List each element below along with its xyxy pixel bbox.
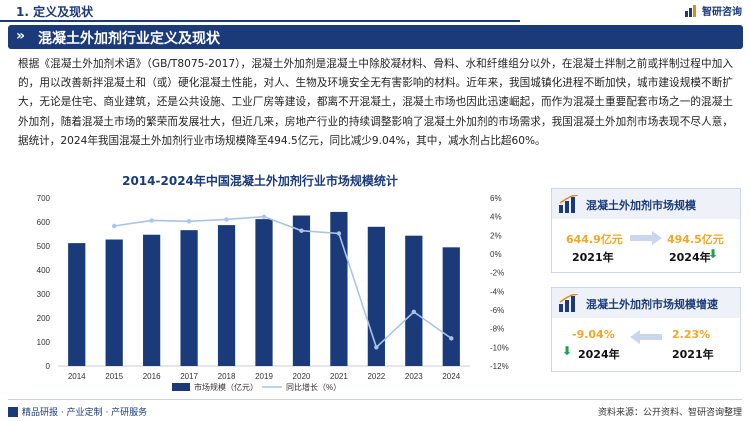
bar-2014: [68, 243, 86, 366]
legend-bar-label: 市场规模（亿元）: [194, 382, 258, 392]
y-tick-label: 600: [37, 218, 51, 227]
footer-tagline: 精品研报 · 产业定制 · 产研服务: [8, 405, 147, 418]
card-title: 混凝土外加剂市场规模: [586, 199, 696, 212]
x-tick-label: 2023: [405, 372, 423, 381]
growth-point-2024: [449, 336, 454, 341]
x-tick-label: 2015: [105, 372, 123, 381]
x-tick-label: 2024: [442, 372, 460, 381]
x-tick-label: 2016: [143, 372, 161, 381]
x-tick-label: 2018: [218, 372, 236, 381]
bar-2017: [180, 230, 198, 366]
brand-logo: 智研咨询: [685, 3, 742, 18]
legend-bar-swatch: [172, 383, 190, 391]
growth-rate-card: 混凝土外加剂市场规模增速 -9.04% ⬇ 2024年 2.23% 2021年: [551, 287, 741, 372]
growth-point-2020: [299, 228, 304, 233]
footer: 精品研报 · 产业定制 · 产研服务 资料来源：公开资料、智研咨询整理: [0, 399, 750, 421]
down-arrow-icon: ⬇: [708, 247, 719, 261]
left-arrow-icon: [630, 330, 662, 344]
section-title: 1. 定义及现状: [16, 5, 94, 19]
bar-2021: [330, 211, 348, 366]
down-arrow-icon: ⬇: [562, 344, 573, 358]
x-tick-label: 2017: [180, 372, 198, 381]
x-tick-label: 2021: [330, 372, 348, 381]
bar-2015: [105, 239, 123, 366]
x-tick-label: 2020: [293, 372, 311, 381]
top-bar: 1. 定义及现状 智研咨询: [0, 0, 750, 20]
growth-line: [114, 215, 452, 349]
y2-tick-label: 2%: [490, 231, 502, 240]
end-value: 2.23%: [672, 328, 711, 341]
start-year: 2021年: [572, 251, 614, 264]
growth-point-2016: [149, 218, 154, 223]
y-tick-label: 400: [37, 266, 51, 275]
y-tick-label: 700: [37, 194, 51, 203]
source-note: 资料来源：公开资料、智研咨询整理: [597, 408, 742, 418]
growth-point-2018: [224, 217, 229, 222]
x-tick-label: 2022: [367, 372, 385, 381]
right-arrow-icon: [630, 231, 662, 245]
end-year: 2024年: [669, 251, 711, 264]
y-tick-label: 500: [37, 242, 51, 251]
bar-2019: [255, 219, 273, 366]
bar-2022: [367, 226, 385, 366]
bar-2023: [405, 235, 423, 366]
y2-tick-label: 4%: [490, 213, 502, 222]
end-year: 2021年: [672, 348, 714, 361]
card-header: 混凝土外加剂市场规模: [552, 189, 740, 219]
section-banner: » 混凝土外加剂行业定义及现状: [8, 25, 743, 49]
y-tick-label: 200: [37, 314, 51, 323]
logo-text: 智研咨询: [702, 7, 742, 18]
square-icon: [8, 406, 18, 417]
body-paragraph: 根据《混凝土外加剂术语》（GB/T8075-2017），混凝土外加剂是混凝土中除…: [18, 58, 733, 147]
banner-title: 混凝土外加剂行业定义及现状: [38, 31, 220, 47]
x-tick-label: 2014: [68, 372, 86, 381]
top-divider: [0, 20, 520, 22]
card-title: 混凝土外加剂市场规模增速: [586, 298, 718, 311]
bar-2024: [442, 247, 460, 366]
bar-2016: [143, 234, 161, 366]
y2-tick-label: -8%: [490, 325, 504, 334]
end-value: 494.5亿元: [667, 233, 724, 246]
bar-chart-icon: [559, 294, 579, 312]
bar-2018: [217, 225, 236, 366]
growth-point-2019: [261, 214, 267, 219]
market-size-card: 混凝土外加剂市场规模 644.9亿元 2021年 494.5亿元 2024年 ⬇: [551, 188, 741, 273]
x-tick-label: 2019: [255, 372, 273, 381]
start-value: 644.9亿元: [566, 233, 623, 246]
y2-tick-label: 0%: [490, 250, 502, 259]
y-tick-label: 300: [37, 290, 51, 299]
card-header: 混凝土外加剂市场规模增速: [552, 288, 740, 318]
y2-tick-label: -6%: [490, 306, 504, 315]
growth-point-2017: [186, 219, 192, 224]
y2-tick-label: -12%: [490, 362, 509, 371]
growth-point-2015: [111, 223, 117, 229]
y-tick-label: 100: [37, 338, 51, 347]
growth-point-2023: [411, 309, 417, 315]
start-year: 2024年: [578, 348, 620, 361]
start-value: -9.04%: [572, 328, 615, 341]
y-tick-label: 0: [46, 362, 51, 371]
growth-point-2021: [336, 231, 342, 236]
y2-tick-label: 6%: [490, 194, 502, 203]
footer-divider: [8, 399, 742, 400]
chart-title: 2014-2024年中国混凝土外加剂行业市场规模统计: [122, 174, 398, 188]
chevron-right-icon: »: [16, 28, 26, 44]
y2-tick-label: -10%: [490, 343, 509, 352]
footer-tagline-text: 精品研报 · 产业定制 · 产研服务: [22, 408, 148, 418]
growth-point-2022: [374, 345, 379, 350]
bar-2020: [292, 215, 311, 366]
y2-tick-label: -4%: [490, 287, 504, 296]
market-size-chart: 0 100 200 300 400 500 600 700 -12% -10% -8% -6% -4% -…: [37, 194, 509, 392]
logo-icon: [685, 4, 696, 17]
y2-tick-label: -2%: [490, 269, 504, 278]
bar-chart-icon: [559, 195, 579, 213]
legend-line-label: 同比增长（%）: [286, 382, 341, 392]
